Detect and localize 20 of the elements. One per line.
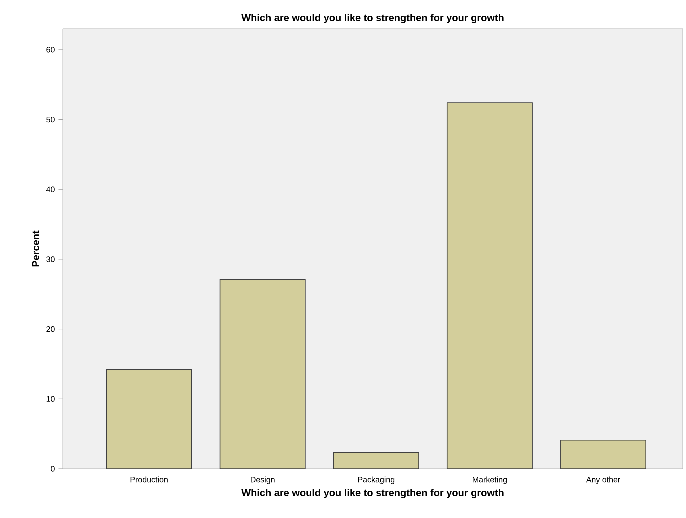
y-tick-label: 30	[46, 256, 55, 262]
y-tick-label: 10	[46, 396, 55, 402]
bar	[106, 369, 192, 469]
x-tick-label: Design	[251, 476, 275, 484]
x-tick-label: Packaging	[358, 476, 395, 484]
y-axis-title: Percent	[32, 230, 40, 267]
x-tick-label: Any other	[586, 476, 620, 484]
y-tick-label: 50	[46, 116, 55, 123]
bar	[560, 440, 646, 469]
y-tick-label: 20	[46, 326, 55, 332]
x-tick-label: Marketing	[473, 476, 508, 484]
y-tick-label: 40	[46, 186, 55, 192]
chart-title: Which are would you like to strengthen for your growth	[242, 14, 504, 24]
y-tick-label: 0	[51, 466, 55, 472]
bar	[447, 103, 533, 469]
x-axis-title: Which are would you like to strengthen for your growth	[242, 489, 504, 498]
bar	[220, 279, 306, 469]
y-tick-label: 60	[46, 47, 55, 53]
x-tick-label: Production	[130, 476, 168, 483]
bar	[333, 452, 420, 469]
